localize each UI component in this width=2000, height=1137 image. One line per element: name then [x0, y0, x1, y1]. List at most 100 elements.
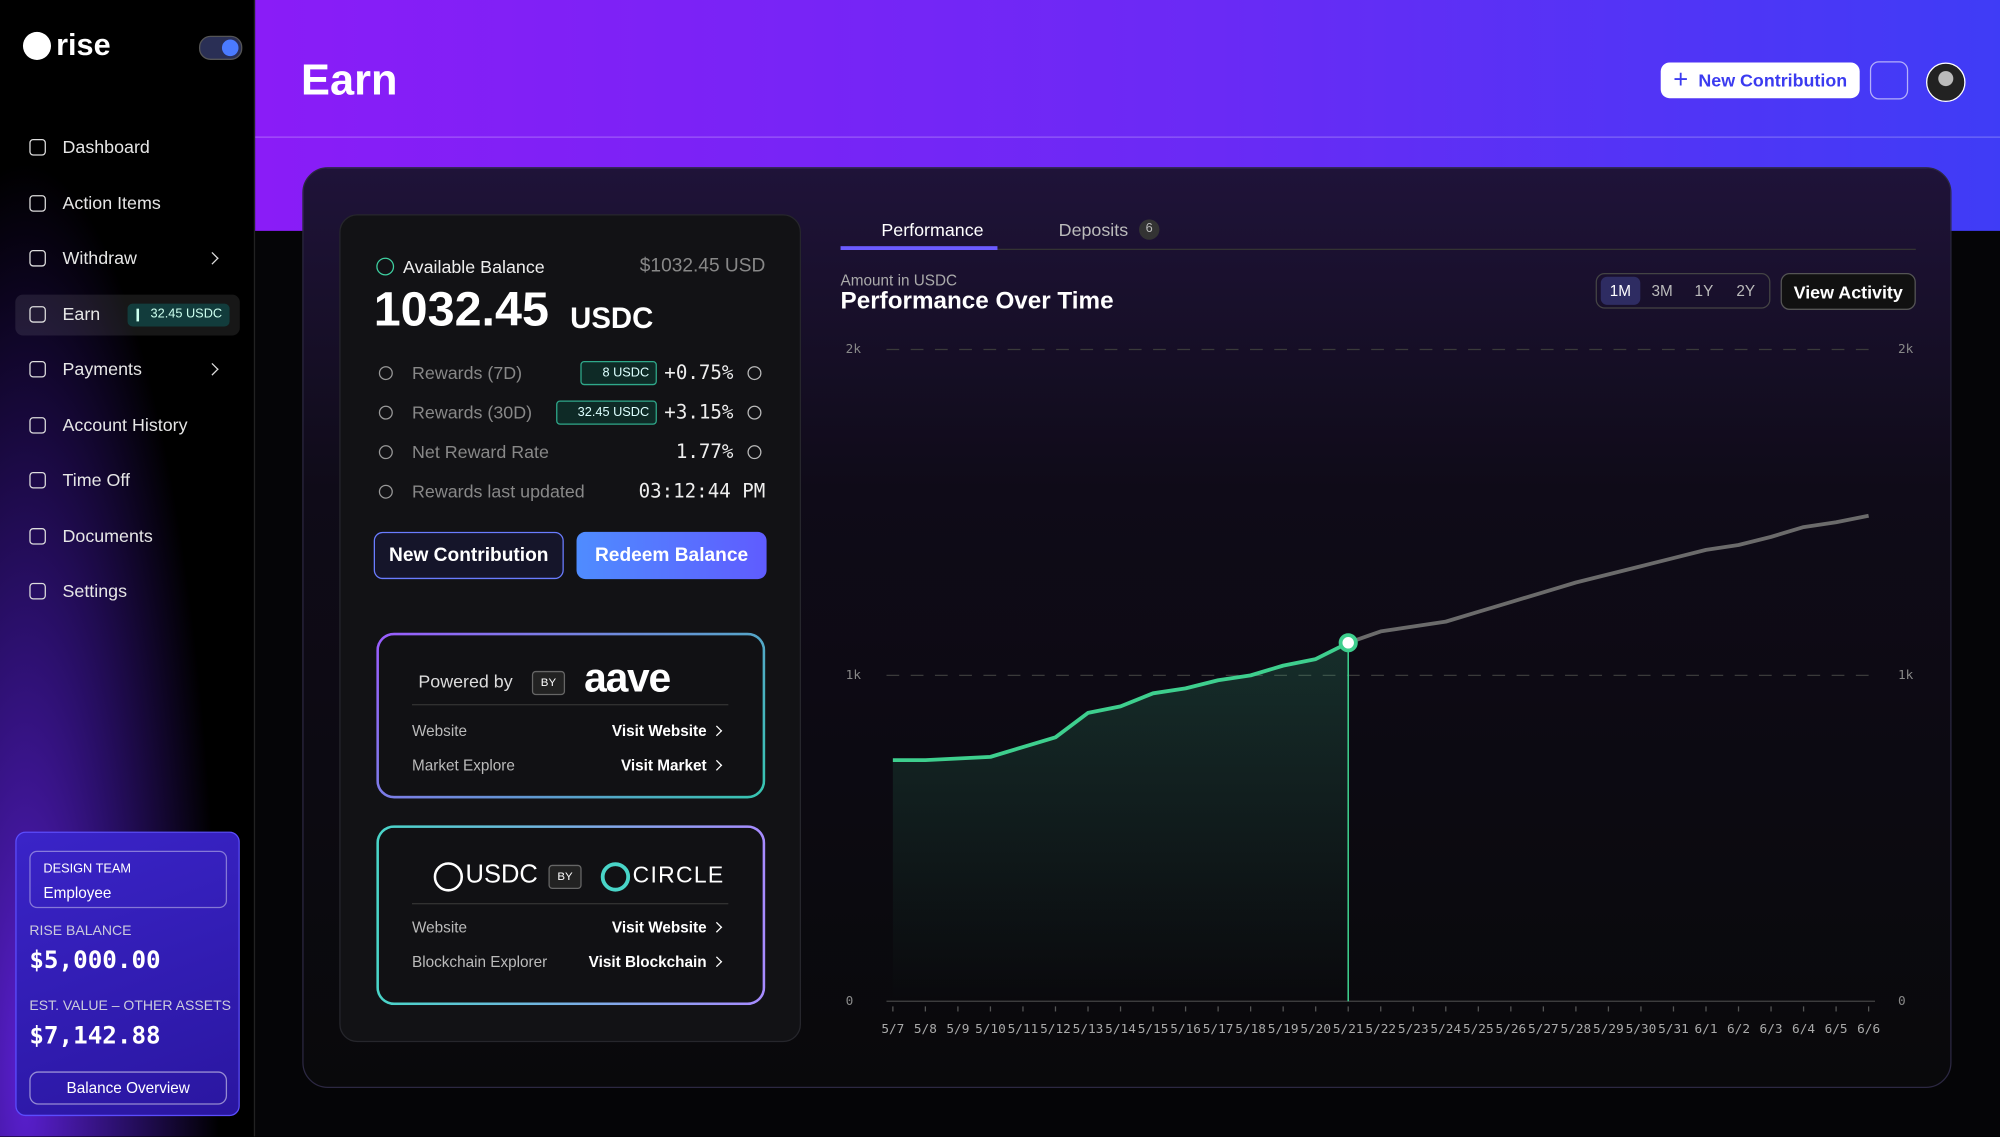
x-tick-label: 5/19: [1268, 1022, 1299, 1037]
view-activity-button[interactable]: View Activity: [1780, 272, 1916, 310]
cursor-point: [1338, 633, 1358, 653]
range-option[interactable]: 1M: [1600, 276, 1640, 305]
nav-icon: [29, 249, 46, 267]
nav-icon: [29, 471, 46, 489]
y-tick-label: 1k: [1898, 668, 1914, 683]
link[interactable]: Visit Website: [611, 918, 707, 937]
x-tick-label: 5/25: [1463, 1022, 1494, 1037]
row-icon: [378, 445, 393, 460]
nav-label[interactable]: Action Items: [62, 191, 161, 213]
range-selector: 1M 3M 1Y 2Y: [1595, 272, 1771, 309]
link[interactable]: Visit Market: [620, 755, 707, 774]
nav-label[interactable]: Time Off: [62, 469, 130, 490]
link[interactable]: Visit Blockchain: [588, 952, 707, 971]
row-label: Rewards (30D): [411, 401, 533, 423]
divider: [411, 704, 729, 706]
row-value: +3.15%: [664, 400, 734, 424]
x-tick-label: 5/22: [1365, 1022, 1396, 1037]
tab-count: 6: [1139, 219, 1160, 240]
balance-value: $5,000.00: [29, 946, 161, 975]
partner-name: CIRCLE: [632, 862, 725, 888]
nav-label[interactable]: Dashboard: [62, 136, 150, 157]
divider: [411, 903, 729, 905]
x-tick-label: 5/26: [1495, 1022, 1526, 1037]
line-future: [1347, 513, 1869, 645]
theme-toggle[interactable]: [198, 35, 243, 60]
info-icon: [747, 405, 762, 420]
x-tick-label: 5/14: [1105, 1022, 1136, 1037]
nav-icon: [29, 360, 46, 378]
nav-icon: [29, 416, 46, 434]
row-badge: 8 USDC: [580, 360, 657, 386]
range-option[interactable]: 2Y: [1736, 281, 1756, 300]
nav-label[interactable]: Payments: [62, 358, 142, 379]
x-tick-label: 5/15: [1138, 1022, 1169, 1037]
other-value: $7,142.88: [29, 1021, 161, 1050]
chart-title: Performance Over Time: [840, 288, 1114, 316]
y-tick-label: 2k: [846, 342, 862, 357]
link-label: Website: [411, 918, 468, 937]
by-badge: BY: [531, 670, 566, 696]
x-tick-label: 6/4: [1792, 1022, 1815, 1037]
badge-text: 32.45 USDC: [150, 306, 223, 321]
logo: [22, 31, 52, 60]
x-tick-label: 5/30: [1626, 1022, 1657, 1037]
balance-unit: USDC: [570, 301, 654, 335]
tab[interactable]: Deposits: [1058, 219, 1129, 240]
x-tick-label: 6/5: [1825, 1022, 1848, 1037]
nav-icon: [29, 527, 46, 545]
nav-label[interactable]: Documents: [62, 524, 153, 546]
sidebar: rise DESIGN TEAM Employee RISE BALANCE $…: [0, 0, 256, 1137]
range-option[interactable]: 1Y: [1694, 281, 1714, 300]
x-tick-label: 5/8: [914, 1022, 937, 1037]
nav-icon: [29, 194, 46, 212]
usd-value: $1032.45 USD: [639, 255, 766, 277]
link[interactable]: Visit Website: [611, 721, 707, 740]
x-tick-label: 5/20: [1300, 1022, 1331, 1037]
partner-card: Powered by aave BY Website Visit Website Mark…: [376, 633, 765, 799]
usdc-icon: [433, 862, 464, 892]
info-icon: [747, 366, 762, 381]
line: [892, 641, 1350, 763]
tab-divider: [840, 248, 1916, 250]
x-tick-label: 5/23: [1398, 1022, 1429, 1037]
link-label: Market Explore: [411, 755, 515, 774]
tab-underline: [840, 246, 998, 250]
new-contribution-button[interactable]: + New Contribution: [1660, 62, 1860, 99]
x-tick-label: 5/9: [946, 1022, 969, 1037]
row-label: Net Reward Rate: [411, 441, 549, 462]
link-label: Blockchain Explorer: [411, 952, 548, 971]
balance-overview-button[interactable]: Balance Overview: [29, 1071, 228, 1105]
nav-badge: 32.45 USDC: [127, 302, 230, 326]
team-select[interactable]: DESIGN TEAM Employee: [29, 850, 228, 909]
nav-label[interactable]: Withdraw: [62, 247, 137, 268]
row-icon: [378, 405, 393, 420]
role: Employee: [43, 883, 112, 902]
new-contribution-button[interactable]: New Contribution: [373, 531, 564, 580]
icon-button[interactable]: [1869, 61, 1909, 100]
x-tick-label: 5/7: [881, 1022, 904, 1037]
partner-card: USDC CIRCLE BY Website Visit Website Blockcha…: [376, 825, 765, 1005]
x-tick-label: 5/31: [1658, 1022, 1689, 1037]
arrow-icon: [136, 308, 139, 321]
nav-label[interactable]: Account History: [62, 413, 188, 435]
info-icon: [747, 445, 762, 460]
avatar[interactable]: [1926, 62, 1966, 103]
redeem-button[interactable]: Redeem Balance: [576, 531, 767, 580]
nav-icon: [29, 582, 46, 600]
x-tick-label: 6/2: [1727, 1022, 1750, 1037]
row-icon: [378, 484, 393, 499]
circle-icon: [600, 862, 631, 892]
x-tick-label: 5/18: [1235, 1022, 1266, 1037]
x-tick-label: 5/29: [1593, 1022, 1624, 1037]
nav-label[interactable]: Settings: [62, 580, 128, 601]
nav-label[interactable]: Earn: [62, 302, 101, 324]
plus-icon: +: [1673, 65, 1689, 94]
partner-name: aave: [584, 654, 671, 701]
by-badge: BY: [548, 864, 582, 890]
range-option[interactable]: 3M: [1651, 281, 1673, 300]
x-tick-label: 5/17: [1203, 1022, 1234, 1037]
x-tick-label: 6/3: [1760, 1022, 1783, 1037]
other-label: EST. VALUE – OTHER ASSETS: [29, 998, 232, 1015]
tab[interactable]: Performance: [881, 219, 984, 240]
